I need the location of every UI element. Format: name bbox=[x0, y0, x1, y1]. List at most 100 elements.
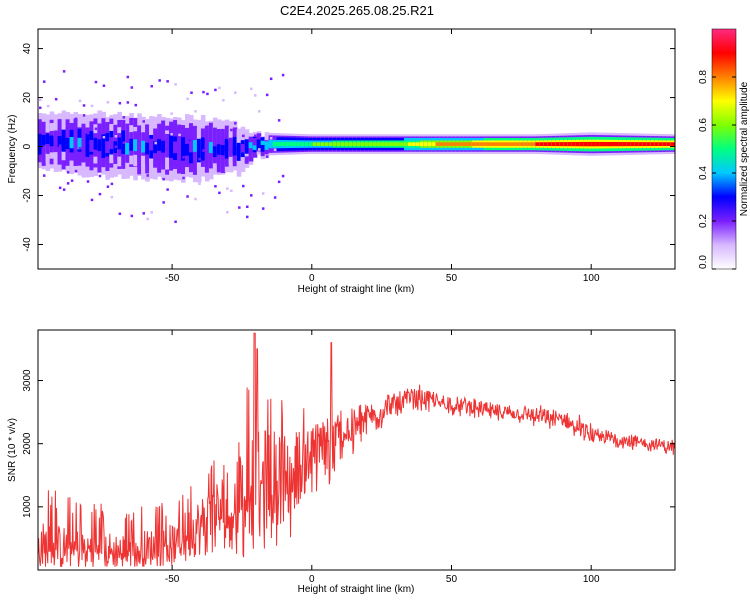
snr-frame bbox=[37, 329, 676, 571]
heatmap-cell bbox=[392, 142, 397, 146]
heatmap-speckle bbox=[158, 161, 161, 164]
heatmap-cell bbox=[89, 140, 95, 152]
heatmap-speckle bbox=[206, 125, 209, 128]
heatmap-cell bbox=[411, 142, 417, 146]
heatmap-cell bbox=[181, 145, 186, 158]
heatmap-cell bbox=[296, 142, 302, 147]
heatmap-cell bbox=[41, 135, 47, 146]
heatmap-cell bbox=[483, 142, 489, 146]
heatmap-speckle bbox=[265, 93, 269, 97]
heatmap-cell bbox=[384, 142, 389, 146]
heatmap-cell bbox=[563, 142, 568, 147]
heatmap-speckle bbox=[242, 184, 245, 188]
heatmap-speckle bbox=[142, 120, 145, 123]
heatmap-cell bbox=[368, 142, 373, 146]
heatmap-cell bbox=[312, 142, 317, 146]
heatmap-speckle bbox=[190, 138, 193, 141]
spectrogram-heatmap bbox=[37, 70, 676, 224]
colorbar: 0.0 0.2 0.4 0.6 0.8 Normalized spectral ampl… bbox=[698, 28, 750, 270]
heatmap-speckle bbox=[42, 80, 46, 83]
colorbar-label: Normalized spectral amplitude bbox=[739, 81, 750, 216]
heatmap-cell bbox=[575, 141, 580, 147]
heatmap-cell bbox=[455, 142, 461, 146]
heatmap-cell bbox=[61, 138, 67, 151]
heatmap-cell bbox=[646, 142, 652, 147]
heatmap-cell bbox=[567, 142, 572, 147]
heatmap-cell bbox=[471, 142, 477, 146]
heatmap-cell bbox=[133, 139, 138, 152]
chart-title: C2E4.2025.265.08.25.R21 bbox=[280, 3, 434, 18]
heatmap-cell bbox=[320, 142, 325, 146]
heatmap-cell bbox=[105, 141, 110, 154]
heatmap-speckle bbox=[110, 195, 114, 199]
heatmap-speckle bbox=[46, 104, 50, 108]
heatmap-speckle bbox=[134, 163, 138, 167]
heatmap-cell bbox=[666, 142, 672, 146]
heatmap-cell bbox=[515, 142, 521, 146]
heatmap-speckle bbox=[158, 79, 161, 82]
heatmap-cell bbox=[551, 142, 556, 147]
heatmap-speckle bbox=[154, 141, 157, 145]
heatmap-speckle bbox=[214, 88, 217, 92]
heatmap-cell bbox=[268, 142, 274, 147]
heatmap-speckle bbox=[70, 171, 74, 175]
heatmap-speckle bbox=[146, 174, 149, 177]
heatmap-cell bbox=[519, 142, 525, 146]
x-tick-label: 50 bbox=[446, 574, 458, 585]
heatmap-cell bbox=[356, 142, 361, 146]
heatmap-speckle bbox=[214, 185, 217, 188]
heatmap-speckle bbox=[202, 149, 205, 152]
heatmap-speckle bbox=[50, 112, 54, 116]
heatmap-speckle bbox=[98, 174, 102, 178]
heatmap-cell bbox=[93, 137, 99, 150]
heatmap-cell bbox=[579, 141, 584, 147]
heatmap-cell bbox=[662, 142, 668, 146]
heatmap-cell bbox=[276, 142, 282, 147]
heatmap-speckle bbox=[74, 117, 78, 121]
colorbar-tick-label: 0.2 bbox=[698, 214, 709, 228]
heatmap-speckle bbox=[106, 101, 110, 104]
heatmap-cell bbox=[228, 140, 234, 151]
heatmap-speckle bbox=[253, 94, 257, 97]
heatmap-cell bbox=[543, 142, 548, 147]
heatmap-cell bbox=[547, 142, 552, 147]
heatmap-cell bbox=[344, 142, 349, 146]
heatmap-cell bbox=[224, 141, 230, 152]
colorbar-tick-label: 0.4 bbox=[698, 166, 709, 180]
heatmap-cell bbox=[145, 142, 150, 155]
heatmap-cell bbox=[487, 142, 493, 146]
heatmap-cell bbox=[153, 141, 158, 154]
heatmap-speckle bbox=[257, 148, 261, 151]
heatmap-speckle bbox=[54, 154, 58, 158]
heatmap-speckle bbox=[269, 77, 273, 81]
heatmap-speckle bbox=[82, 104, 86, 107]
heatmap-cell bbox=[161, 140, 166, 153]
heatmap-cell bbox=[73, 137, 79, 149]
heatmap-cell bbox=[407, 142, 413, 146]
heatmap-cell bbox=[507, 142, 513, 146]
heatmap-cell bbox=[236, 146, 242, 156]
heatmap-cell bbox=[328, 142, 333, 146]
heatmap-speckle bbox=[226, 187, 229, 190]
heatmap-speckle bbox=[78, 146, 82, 150]
heatmap-cell bbox=[109, 137, 114, 150]
heatmap-speckle bbox=[66, 171, 70, 174]
heatmap-speckle bbox=[230, 189, 233, 193]
heatmap-speckle bbox=[194, 110, 197, 113]
heatmap-speckle bbox=[238, 165, 241, 168]
heatmap-cell bbox=[388, 142, 393, 146]
heatmap-cell bbox=[292, 142, 298, 147]
x-tick-label: 100 bbox=[583, 574, 600, 585]
heatmap-speckle bbox=[265, 155, 269, 158]
heatmap-cell bbox=[396, 142, 401, 146]
heatmap-speckle bbox=[250, 194, 253, 197]
heatmap-speckle bbox=[134, 103, 138, 107]
heatmap-speckle bbox=[178, 168, 181, 172]
heatmap-cell bbox=[499, 142, 505, 146]
heatmap-speckle bbox=[277, 119, 281, 122]
heatmap-speckle bbox=[66, 182, 70, 185]
heatmap-speckle bbox=[174, 83, 177, 86]
heatmap-speckle bbox=[273, 196, 277, 199]
spectrogram-ticks: -50 0 50 100 -40 -20 0 20 40 bbox=[22, 29, 675, 284]
heatmap-cell bbox=[149, 138, 154, 151]
